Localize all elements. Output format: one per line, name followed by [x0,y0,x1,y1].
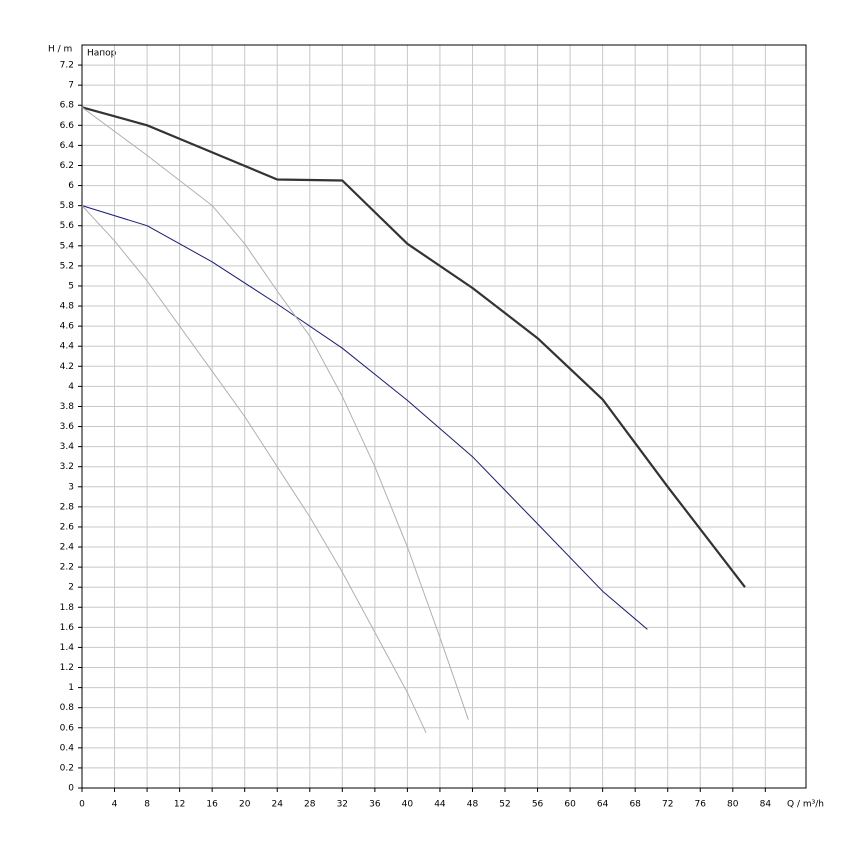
x-tick-label: 4 [112,800,118,810]
x-tick-label: 16 [206,800,218,810]
y-tick-label: 0.2 [60,763,74,773]
x-tick-label: 24 [272,800,284,810]
y-tick-label: 6.8 [60,101,75,111]
x-tick-label: 72 [662,800,673,810]
y-tick-label: 3.8 [60,402,75,412]
x-tick-label: 68 [629,800,641,810]
x-tick-label: 80 [727,800,739,810]
y-tick-label: 4.8 [60,302,75,312]
x-tick-label: 48 [467,800,479,810]
x-tick-label: 44 [434,800,446,810]
y-tick-label: 6.4 [60,141,75,151]
y-tick-label: 5.6 [60,221,75,231]
y-axis-label: H / m [48,45,72,55]
y-tick-label: 0.4 [60,743,75,753]
y-tick-label: 2.2 [60,563,74,573]
y-tick-label: 0.8 [60,703,75,713]
y-tick-label: 6.6 [60,121,75,131]
x-tick-label: 40 [402,800,414,810]
x-tick-label: 36 [369,800,381,810]
curve [81,106,746,588]
y-tick-label: 2.8 [60,502,75,512]
y-tick-label: 4.6 [60,322,75,332]
y-tick-label: 4.2 [60,362,74,372]
y-tick-label: 3 [68,482,74,492]
y-tick-label: 5 [68,281,74,291]
x-tick-label: 56 [532,800,544,810]
y-tick-label: 5.4 [60,241,75,251]
curve [81,106,469,720]
y-tick-label: 1 [68,683,74,693]
y-tick-label: 7 [68,81,74,91]
x-tick-label: 0 [79,800,85,810]
y-tick-label: 5.2 [60,261,74,271]
x-tick-label: 52 [499,800,510,810]
plot-frame [81,44,807,789]
x-tick-label: 12 [174,800,185,810]
y-tick-label: 4 [68,382,74,392]
y-tick-label: 1.4 [60,643,75,653]
annotation: Напор [87,49,117,59]
y-tick-label: 3.2 [60,462,74,472]
y-tick-label: 3.6 [60,422,75,432]
x-axis-label: Q / m³/h [787,800,824,810]
y-tick-label: 6.2 [60,161,74,171]
y-tick-label: 3.4 [60,442,75,452]
x-tick-label: 84 [760,800,772,810]
y-tick-label: 5.8 [60,201,75,211]
y-tick-label: 4.4 [60,342,75,352]
y-tick-label: 2.6 [60,522,75,532]
y-tick-label: 2 [68,583,74,593]
y-tick-label: 1.2 [60,663,74,673]
x-tick-label: 20 [239,800,251,810]
x-tick-label: 64 [597,800,609,810]
y-tick-label: 1.6 [60,623,75,633]
y-tick-label: 6 [68,181,74,191]
x-tick-label: 76 [695,800,707,810]
y-tick-label: 2.4 [60,543,75,553]
x-tick-label: 32 [337,800,348,810]
y-tick-label: 0.6 [60,723,75,733]
x-tick-label: 60 [564,800,576,810]
y-tick-label: 0 [68,784,74,794]
curve [81,205,427,734]
x-tick-label: 8 [144,800,150,810]
curve [81,205,648,630]
x-tick-label: 28 [304,800,316,810]
y-tick-label: 7.2 [60,61,74,71]
y-tick-label: 1.8 [60,603,75,613]
